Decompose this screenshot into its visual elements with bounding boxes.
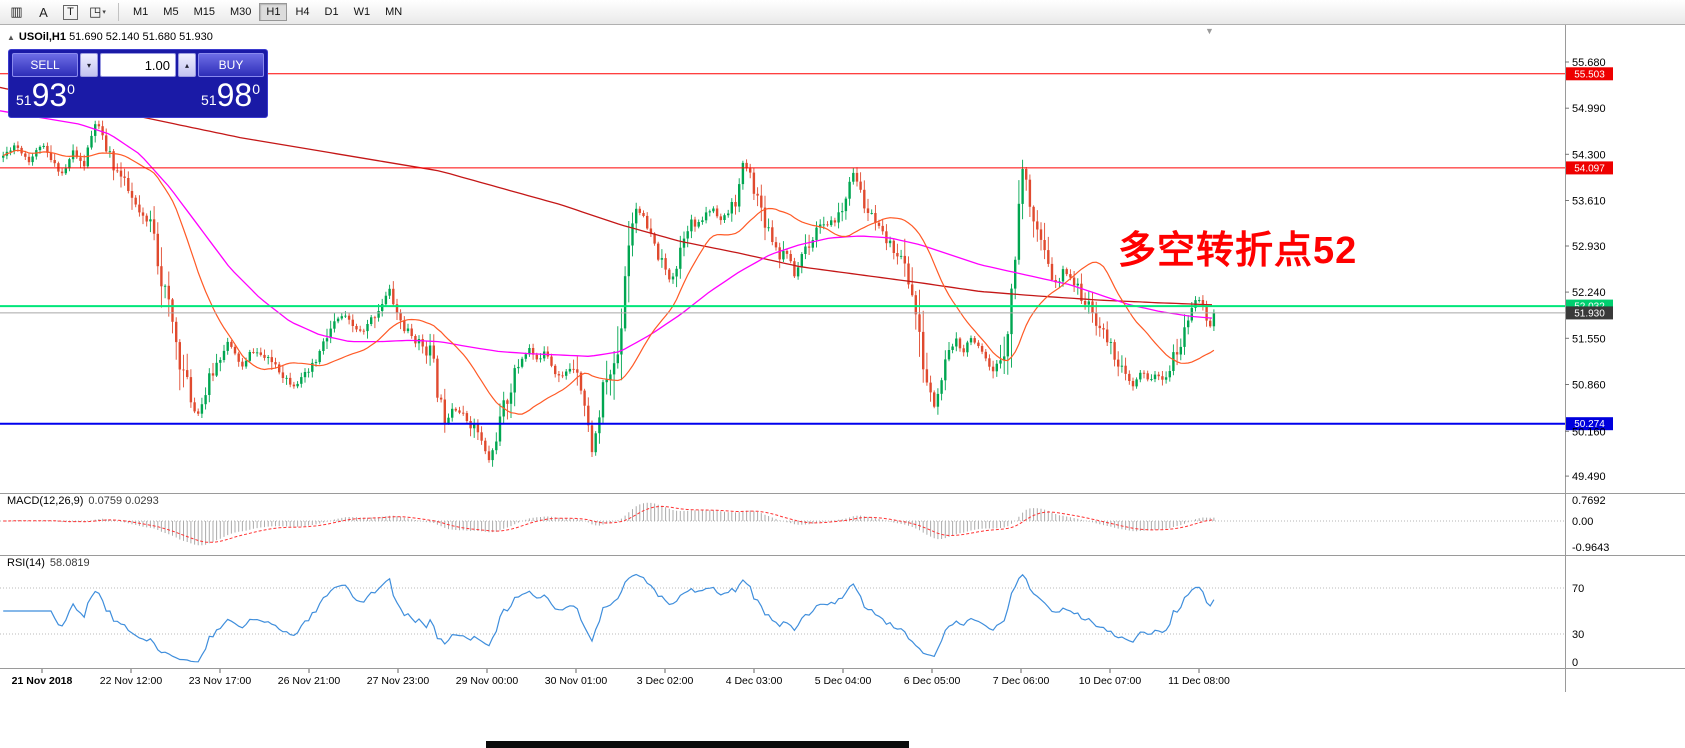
text-label-icon[interactable]: A (39, 4, 48, 20)
price-tag-51.930[interactable]: 51.930 (1566, 306, 1613, 320)
svg-text:11 Dec 08:00: 11 Dec 08:00 (1168, 675, 1230, 687)
sell-price: 51 93 0 (16, 77, 75, 113)
svg-text:4 Dec 03:00: 4 Dec 03:00 (726, 675, 783, 687)
price-tag-50.274[interactable]: 50.274 (1566, 417, 1613, 431)
timeframe-group: M1 M5 M15 M30 H1 H4 D1 W1 MN (126, 3, 410, 21)
svg-text:55.680: 55.680 (1572, 57, 1606, 69)
drawing-tools-group: ▥ A T ◳ ▾ (3, 2, 111, 22)
svg-text:7 Dec 06:00: 7 Dec 06:00 (993, 675, 1050, 687)
chart-annotation-text[interactable]: 多空转折点52 (1118, 230, 1358, 272)
toolbar: ▥ A T ◳ ▾ M1 M5 M15 M30 H1 H4 D1 W1 MN (0, 0, 1685, 25)
svg-text:5 Dec 04:00: 5 Dec 04:00 (815, 675, 872, 687)
svg-text:54.097: 54.097 (1574, 163, 1605, 174)
svg-text:3 Dec 02:00: 3 Dec 02:00 (637, 675, 694, 687)
macd-histogram (6, 502, 1215, 546)
timeframe-H4[interactable]: H4 (295, 6, 310, 18)
time-axis-labels: 21 Nov 2018 22 Nov 12:00 23 Nov 17:00 26 No… (12, 669, 1230, 687)
toolbar-separator (118, 3, 119, 21)
svg-text:54.300: 54.300 (1572, 149, 1606, 161)
buy-price: 51 98 0 (201, 77, 260, 113)
svg-text:52.930: 52.930 (1572, 241, 1606, 253)
volume-input[interactable] (100, 53, 176, 77)
timeframe-M5[interactable]: M5 (163, 6, 179, 18)
svg-text:21 Nov 2018: 21 Nov 2018 (12, 675, 73, 687)
chart-shift-marker-icon[interactable]: ▼ (1205, 26, 1214, 36)
svg-text:54.990: 54.990 (1572, 103, 1606, 115)
buy-button[interactable]: BUY (198, 53, 264, 77)
volume-down-button[interactable]: ▾ (80, 53, 98, 77)
bottom-bar-fragment (486, 741, 909, 748)
svg-text:55.503: 55.503 (1574, 69, 1605, 80)
timeframe-W1[interactable]: W1 (353, 6, 371, 18)
chart-title: ▲ USOil,H1 51.690 52.140 51.680 51.930 (7, 31, 213, 43)
timeframe-M30[interactable]: M30 (229, 6, 252, 18)
macd-signal-line (3, 505, 1214, 543)
chart-symbol: USOil,H1 (18, 31, 66, 43)
text-box-icon[interactable]: T (57, 2, 84, 22)
price-tag-54.097[interactable]: 54.097 (1566, 161, 1613, 175)
ma-medium-line (0, 110, 1213, 357)
svg-text:53.610: 53.610 (1572, 196, 1606, 208)
volume-up-button[interactable]: ▴ (178, 53, 196, 77)
svg-text:0.00: 0.00 (1572, 516, 1593, 528)
svg-text:51.550: 51.550 (1572, 333, 1606, 345)
svg-text:-0.9643: -0.9643 (1572, 542, 1609, 554)
ma-fast-line (2, 149, 1215, 415)
wicks-down (17, 120, 1211, 463)
rsi-label: RSI(14) 58.0819 (7, 557, 90, 569)
svg-text:52.240: 52.240 (1572, 287, 1606, 299)
wicks-up (2, 120, 1215, 467)
price-tag-55.503[interactable]: 55.503 (1566, 67, 1613, 81)
chart-grid-icon[interactable]: ▥ (10, 4, 23, 19)
svg-text:50.860: 50.860 (1572, 380, 1606, 392)
svg-text:26 Nov 21:00: 26 Nov 21:00 (278, 675, 341, 687)
sell-button[interactable]: SELL (12, 53, 78, 77)
svg-text:30: 30 (1572, 629, 1584, 641)
collapse-chart-icon[interactable]: ▲ (7, 33, 15, 42)
svg-text:6 Dec 05:00: 6 Dec 05:00 (904, 675, 961, 687)
timeframe-M1[interactable]: M1 (133, 6, 149, 18)
rsi-line (3, 573, 1215, 663)
svg-text:10 Dec 07:00: 10 Dec 07:00 (1079, 675, 1142, 687)
svg-text:50.274: 50.274 (1574, 419, 1605, 430)
shapes-tool-icon[interactable]: ◳ ▾ (89, 4, 106, 19)
macd-label: MACD(12,26,9) 0.0759 0.0293 (7, 495, 159, 507)
svg-text:29 Nov 00:00: 29 Nov 00:00 (456, 675, 519, 687)
svg-text:22 Nov 12:00: 22 Nov 12:00 (100, 675, 163, 687)
svg-text:49.490: 49.490 (1572, 471, 1606, 483)
svg-text:70: 70 (1572, 583, 1584, 595)
dropdown-arrow-icon: ▾ (102, 9, 106, 16)
svg-text:30 Nov 01:00: 30 Nov 01:00 (545, 675, 608, 687)
chart-ohlc-values: 51.690 52.140 51.680 51.930 (69, 31, 213, 43)
candles-up (2, 124, 1216, 461)
timeframe-D1[interactable]: D1 (324, 6, 339, 18)
timeframe-MN[interactable]: MN (385, 6, 403, 18)
candles-down (16, 124, 1212, 461)
ma-slow-line (0, 86, 1213, 306)
svg-text:23 Nov 17:00: 23 Nov 17:00 (189, 675, 252, 687)
svg-text:0: 0 (1572, 657, 1578, 669)
timeframe-H1[interactable]: H1 (259, 3, 288, 21)
svg-text:0.7692: 0.7692 (1572, 495, 1606, 507)
timeframe-M15[interactable]: M15 (193, 6, 215, 18)
svg-text:50.160: 50.160 (1572, 426, 1606, 438)
svg-text:27 Nov 23:00: 27 Nov 23:00 (367, 675, 430, 687)
price-axis-labels: 55.680 54.990 54.300 53.610 52.930 52.240 51.5… (1565, 57, 1609, 669)
svg-text:51.930: 51.930 (1574, 308, 1605, 319)
